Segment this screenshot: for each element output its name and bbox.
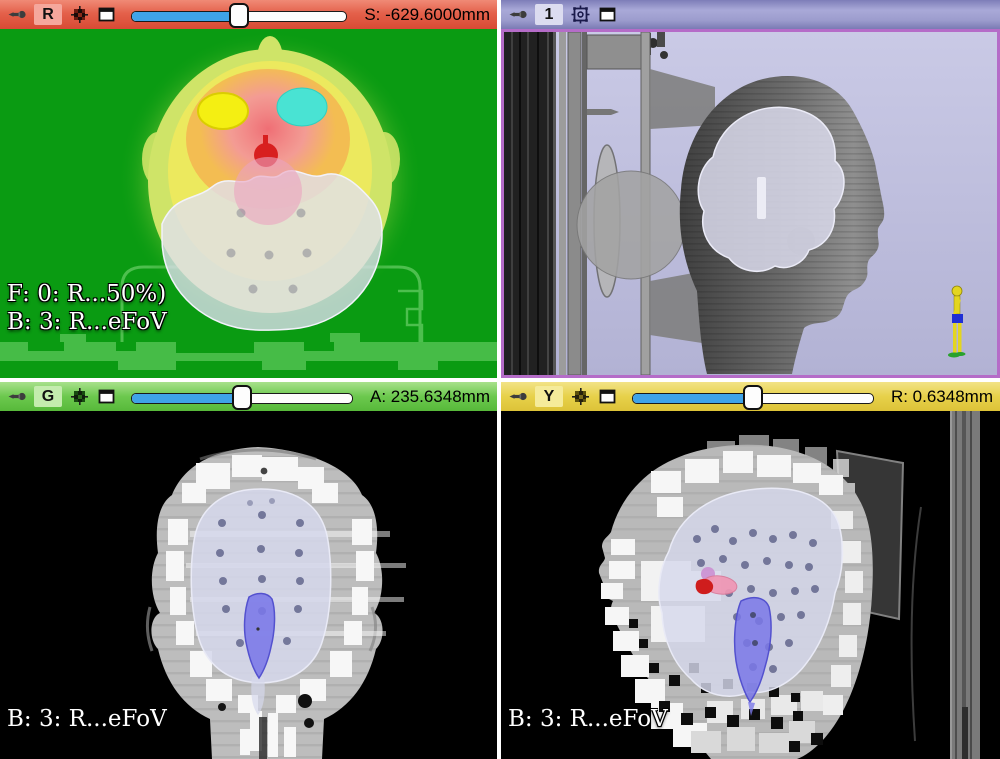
- pin-icon-glyph: [509, 10, 527, 19]
- window-menu-icon[interactable]: [96, 387, 116, 407]
- green-slice-offset-readout: A: 235.6348mm: [369, 386, 490, 406]
- window-menu-icon[interactable]: [597, 387, 617, 407]
- brain-overlay-tail: [251, 677, 265, 715]
- green-view-label[interactable]: G: [34, 386, 62, 407]
- sagittal-ct-scene: [501, 411, 1000, 759]
- right-eye-structure: [276, 87, 328, 127]
- couch-outline: [120, 265, 424, 342]
- green-corner-annotation: B: 3: R...eFoV: [7, 705, 167, 733]
- crosshair-grid-glyph: [571, 388, 589, 405]
- crosshair-glyph: [571, 5, 589, 24]
- yellow-corner-annotation: B: 3: R...eFoV: [508, 705, 668, 733]
- window-menu-glyph: [599, 389, 615, 404]
- green-slider-fill: [132, 393, 242, 403]
- neck-details: [218, 694, 314, 759]
- crosshair-icon[interactable]: [570, 5, 590, 25]
- yellow-slice-slider[interactable]: [632, 384, 874, 410]
- brainstem-overlay: [733, 596, 772, 716]
- window-menu-glyph: [599, 7, 615, 22]
- threed-view-toolbar: 1: [501, 0, 1000, 29]
- window-menu-icon[interactable]: [597, 5, 617, 25]
- target-red: [695, 578, 714, 595]
- background-volume-text: B: 3: R...eFoV: [7, 309, 167, 335]
- window-menu-glyph: [98, 389, 114, 404]
- threed-scene: [501, 29, 1000, 378]
- red-slice-slider[interactable]: [131, 2, 348, 28]
- crosshair-grid-icon[interactable]: [69, 5, 89, 25]
- threed-highlight-frame: [501, 29, 1000, 378]
- crosshair-grid-glyph: [70, 388, 88, 405]
- background-volume-text: B: 3: R...eFoV: [508, 706, 668, 732]
- pin-icon-glyph: [509, 392, 527, 401]
- pin-icon[interactable]: [7, 387, 27, 407]
- red-view-label[interactable]: R: [34, 4, 62, 25]
- brainstem-dot: [256, 627, 260, 631]
- red-slice-offset-readout: S: -629.6000mm: [364, 4, 490, 24]
- pin-icon[interactable]: [7, 5, 27, 25]
- brainstem-overlay: [243, 592, 276, 680]
- pin-icon-glyph: [8, 392, 26, 401]
- yellow-view-toolbar: Y R: 0.6348mm: [501, 382, 1000, 411]
- red-slice-viewport[interactable]: F: 0: R...50%) B: 3: R...eFoV: [0, 29, 497, 378]
- coronal-ct-scene: [0, 411, 497, 759]
- green-slider-handle[interactable]: [231, 384, 252, 410]
- red-view-toolbar: R S: -629.6000mm: [0, 0, 497, 29]
- red-slice-view: R S: -629.6000mm: [0, 0, 497, 378]
- green-view-toolbar: G A: 235.6348mm: [0, 382, 497, 411]
- yellow-slice-offset-readout: R: 0.6348mm: [890, 386, 993, 406]
- threed-view: 1: [501, 0, 1000, 378]
- red-slider-handle[interactable]: [229, 2, 250, 28]
- threed-view-label[interactable]: 1: [535, 4, 563, 25]
- background-volume-text: B: 3: R...eFoV: [7, 706, 167, 732]
- yellow-slice-viewport[interactable]: B: 3: R...eFoV: [501, 411, 1000, 759]
- yellow-slider-handle[interactable]: [742, 384, 763, 410]
- yellow-slice-view: Y R: 0.6348mm: [501, 382, 1000, 759]
- red-corner-annotation: F: 0: R...50%) B: 3: R...eFoV: [7, 280, 167, 336]
- pin-icon[interactable]: [508, 387, 528, 407]
- window-menu-icon[interactable]: [96, 5, 116, 25]
- window-menu-glyph: [98, 7, 114, 22]
- brain-surface-overlay: [697, 106, 845, 273]
- crosshair-grid-glyph: [70, 6, 88, 23]
- couch-rail-strip: [0, 333, 497, 370]
- human-figure-icon: [948, 285, 966, 358]
- bone-blocks: [166, 455, 406, 757]
- green-slice-viewport[interactable]: B: 3: R...eFoV: [0, 411, 497, 759]
- threed-viewport[interactable]: [501, 29, 1000, 378]
- pin-icon[interactable]: [508, 5, 528, 25]
- crosshair-grid-icon[interactable]: [69, 387, 89, 407]
- electrode-dots: [226, 208, 312, 294]
- pin-icon-glyph: [8, 10, 26, 19]
- green-slice-slider[interactable]: [131, 384, 353, 410]
- skull-marker-dot: [260, 467, 268, 475]
- foreground-volume-text: F: 0: R...50%): [7, 281, 167, 307]
- equipment-rail: [950, 411, 980, 759]
- dose-spill-pink: [234, 157, 302, 225]
- crosshair-grid-icon[interactable]: [570, 387, 590, 407]
- yellow-slider-fill: [633, 393, 753, 403]
- yellow-view-label[interactable]: Y: [535, 386, 563, 407]
- left-eye-structure: [197, 92, 249, 130]
- red-slider-fill: [132, 11, 240, 21]
- green-slice-view: G A: 235.6348mm: [0, 382, 497, 759]
- axial-dose-scene: [0, 29, 497, 378]
